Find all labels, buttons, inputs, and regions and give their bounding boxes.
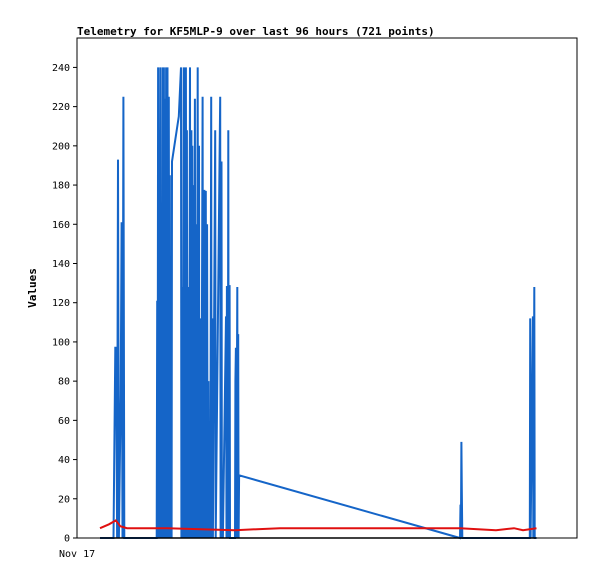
chart-title: Telemetry for KF5MLP-9 over last 96 hour… — [77, 25, 435, 38]
x-tick-label: Nov 17 — [59, 549, 95, 560]
y-tick-label: 0 — [64, 534, 70, 545]
y-tick-label: 20 — [58, 494, 70, 505]
y-tick-label: 120 — [52, 298, 70, 309]
y-tick-label: 140 — [52, 259, 70, 270]
y-tick-label: 100 — [52, 337, 70, 348]
y-axis-label: Values — [26, 268, 39, 308]
y-tick-label: 200 — [52, 141, 70, 152]
series-layer — [99, 67, 537, 540]
y-tick-label: 80 — [58, 377, 70, 388]
y-tick-label: 220 — [52, 102, 70, 113]
y-tick-label: 180 — [52, 181, 70, 192]
y-tick-label: 40 — [58, 455, 70, 466]
y-tick-label: 160 — [52, 220, 70, 231]
series-line-1 — [99, 519, 537, 532]
y-axis: 0 20 40 60 80 100 120 140 160 180 200 220 240 — [52, 63, 77, 545]
y-tick-label: 60 — [58, 416, 70, 427]
plot-frame — [76, 37, 578, 539]
y-tick-label: 240 — [52, 63, 70, 74]
